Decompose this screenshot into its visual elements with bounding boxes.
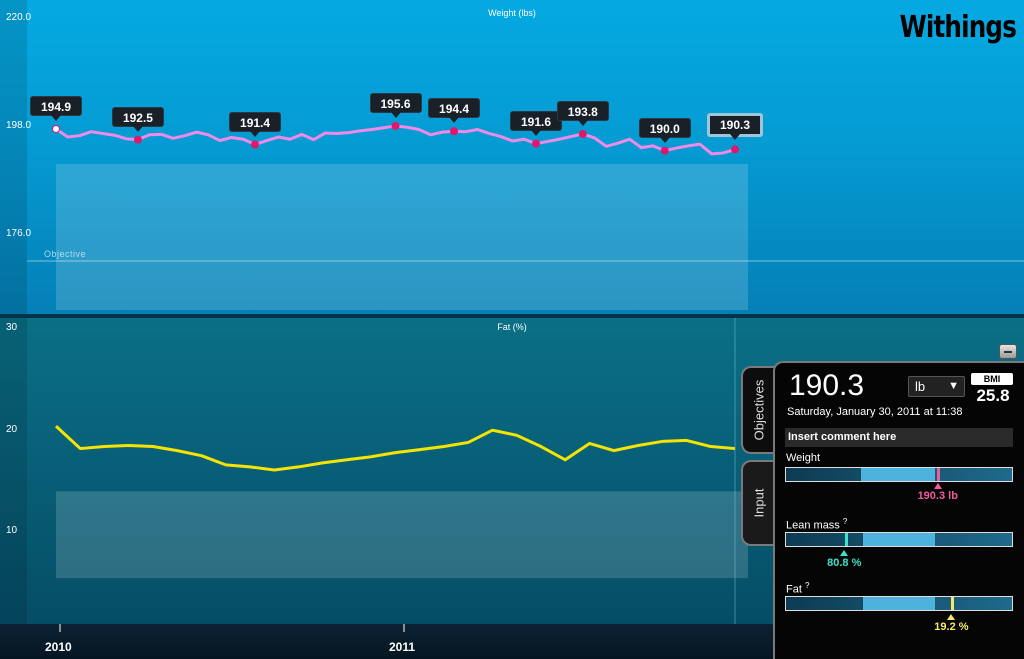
x-label-2010: 2010 [45, 640, 72, 654]
lean-mass-range-bar [785, 532, 1013, 547]
y-axis-strip [0, 318, 27, 624]
measurement-date: Saturday, January 30, 2011 at 11:38 [787, 406, 963, 418]
unit-select-value: lb [915, 379, 926, 394]
tab-objectives-label: Objectives [751, 379, 767, 441]
withings-logo: Withings [899, 10, 1017, 45]
bmi-value: 25.8 [976, 386, 1010, 405]
fat-chart-title: Fat (%) [497, 322, 527, 332]
fat-chart-svg[interactable] [0, 318, 1024, 624]
objective-band [56, 491, 748, 579]
unit-select[interactable]: lb ▼ [908, 376, 965, 397]
bmi-badge: BMI [971, 373, 1013, 385]
chevron-down-icon: ▼ [948, 380, 959, 392]
fat-series-line [54, 425, 736, 472]
fat-range-bar [785, 596, 1013, 611]
weight-point [52, 125, 60, 134]
weight-point [731, 145, 739, 154]
fat-ok-range [862, 597, 936, 610]
lean-mass-ok-range [862, 533, 936, 546]
weight-point-label[interactable]: 195.6 [369, 92, 422, 118]
weight-point-label[interactable]: 192.5 [111, 106, 164, 132]
fat-y-tick-20: 20 [6, 424, 18, 435]
x-label-2011: 2011 [389, 640, 416, 654]
fat-label-text: Fat [786, 583, 802, 596]
weight-ok-range [860, 468, 936, 481]
tab-objectives[interactable]: Objectives [741, 366, 775, 454]
weight-point [450, 127, 459, 136]
weight-y-tick-176: 176.0 [6, 228, 32, 239]
weight-point-label[interactable]: 191.4 [229, 111, 282, 137]
x-axis-ticks [59, 624, 405, 632]
fat-marker-value: 19.2 % [916, 614, 986, 633]
fat-marker [950, 597, 954, 610]
weight-point [391, 121, 400, 130]
weight-chart-svg[interactable] [0, 0, 1024, 314]
minimize-button[interactable] [999, 344, 1017, 359]
fat-value: 19.2 [934, 621, 956, 633]
weight-metric-label: Weight [786, 452, 821, 464]
measurement-detail-panel: 190.3 lb ▼ BMI 25.8 Saturday, January 30… [773, 361, 1024, 659]
weight-point [660, 146, 669, 155]
weight-y-tick-198: 198.0 [6, 120, 32, 131]
lean-mass-unit: % [851, 557, 862, 569]
weight-chart-title: Weight (lbs) [488, 8, 536, 18]
fat-unit: % [958, 621, 969, 633]
weight-point-label[interactable]: 193.8 [556, 100, 609, 126]
weight-point-label[interactable]: 190.0 [638, 117, 691, 143]
fat-label: Fat ? [786, 581, 809, 596]
lean-mass-value: 80.8 [827, 557, 849, 569]
tab-input[interactable]: Input [741, 460, 775, 546]
weight-point [251, 140, 260, 149]
weight-point-label[interactable]: 191.6 [509, 110, 562, 136]
help-icon[interactable]: ? [804, 581, 810, 590]
weight-point [133, 135, 142, 144]
objective-label: Objective [44, 249, 86, 259]
weight-point-label[interactable]: 194.4 [428, 98, 481, 124]
weight-marker-value: 190.3 lb [903, 483, 973, 502]
fat-y-tick-10: 10 [6, 525, 18, 536]
lean-mass-marker [844, 533, 848, 546]
weight-y-tick-220: 220.0 [6, 12, 32, 23]
weight-point-label[interactable]: 194.9 [30, 96, 83, 122]
tab-input-label: Input [751, 488, 767, 518]
selected-weight-value: 190.3 [789, 369, 865, 402]
comment-input[interactable]: Insert comment here [785, 428, 1013, 447]
lean-mass-label-text: Lean mass [786, 519, 840, 532]
weight-series-line [55, 124, 736, 156]
weight-point-label[interactable]: 190.3 [707, 113, 764, 141]
weight-chart-panel: Weight (lbs) Withings 220.0 198.0 176.0 … [0, 0, 1024, 314]
lean-mass-label: Lean mass ? [786, 517, 847, 532]
lean-mass-marker-value: 80.8 % [809, 550, 879, 569]
help-icon[interactable]: ? [842, 517, 848, 526]
fat-y-tick-30: 30 [6, 322, 18, 333]
weight-point [578, 129, 587, 138]
y-axis-strip [0, 0, 27, 314]
weight-marker [937, 468, 941, 481]
weight-point [531, 139, 540, 148]
weight-range-bar [785, 467, 1013, 482]
objective-band [56, 164, 748, 310]
